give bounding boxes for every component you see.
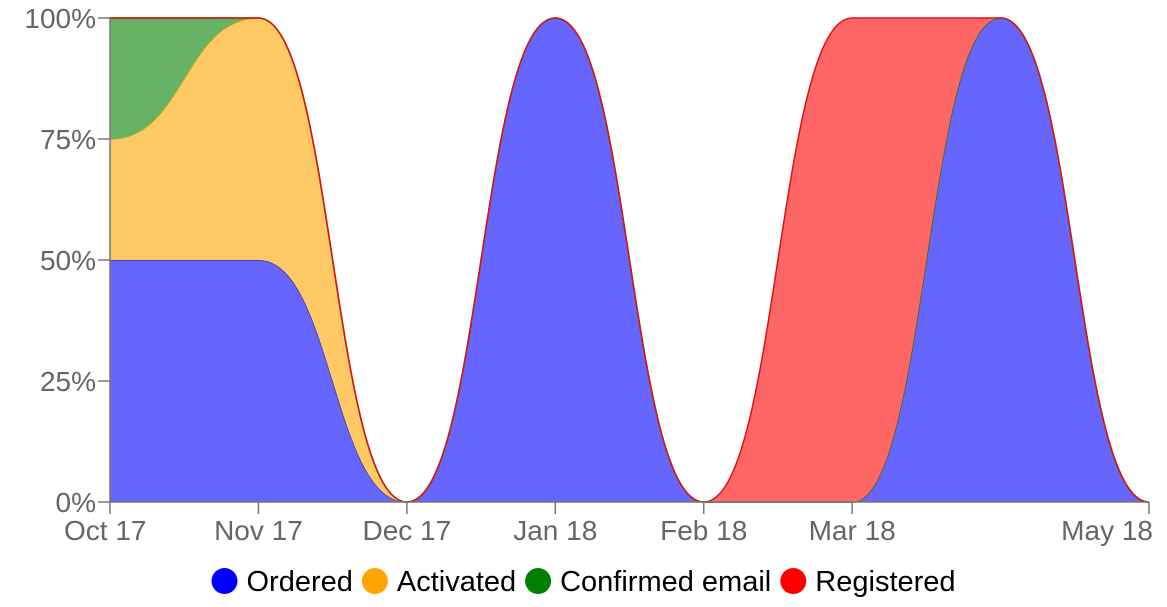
- axes: 0% 25% 50% 75% 100% Oct 17 Nov 17 Dec 17 Jan 18 F…: [24, 3, 1153, 546]
- x-tick-label: Jan 18: [513, 515, 597, 546]
- y-tick-label: 50%: [40, 245, 96, 276]
- y-tick-label: 75%: [40, 124, 96, 155]
- legend-label: Confirmed email: [560, 566, 771, 598]
- legend-item-confirmed-email[interactable]: Confirmed email: [525, 566, 771, 598]
- legend-swatch: [525, 568, 552, 594]
- area-layers: [109, 17, 1150, 503]
- legend: Ordered Activated Confirmed email Registere…: [211, 566, 956, 598]
- legend-item-ordered[interactable]: Ordered: [211, 566, 353, 598]
- y-tick-label: 0%: [56, 487, 96, 518]
- line-registered: [110, 17, 1150, 503]
- x-tick-label: Mar 18: [809, 515, 896, 546]
- legend-item-activated[interactable]: Activated: [361, 566, 516, 598]
- y-tick-label: 100%: [24, 3, 96, 34]
- area-registered: [110, 18, 1149, 502]
- area-activated: [110, 18, 1149, 502]
- legend-swatch: [780, 568, 807, 594]
- legend-label: Ordered: [247, 566, 353, 598]
- x-tick-label: May 18: [1061, 515, 1153, 546]
- x-tick-label: Nov 17: [214, 515, 303, 546]
- x-tick-label: Dec 17: [362, 515, 451, 546]
- legend-label: Activated: [397, 566, 516, 598]
- x-tick-label: Feb 18: [660, 515, 747, 546]
- legend-item-registered[interactable]: Registered: [780, 566, 956, 598]
- x-tick-label: Oct 17: [64, 515, 146, 546]
- legend-label: Registered: [815, 566, 955, 598]
- y-tick-label: 25%: [40, 366, 96, 397]
- legend-swatch: [211, 568, 238, 594]
- legend-swatch: [361, 568, 388, 594]
